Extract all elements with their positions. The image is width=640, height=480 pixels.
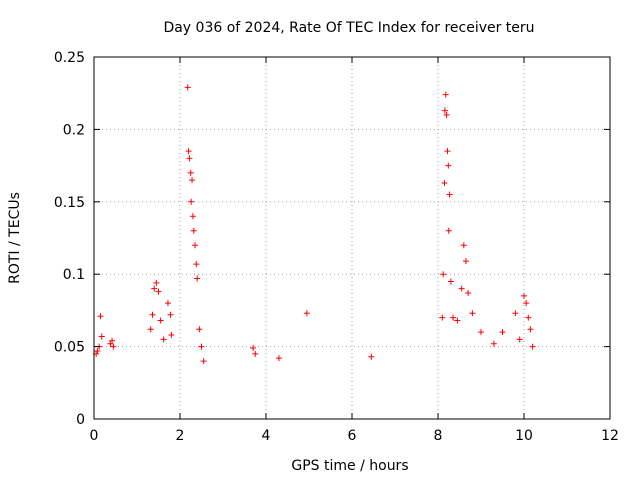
data-point xyxy=(303,310,310,317)
data-point xyxy=(525,314,532,321)
data-point xyxy=(187,169,194,176)
data-point xyxy=(97,313,104,320)
y-tick-label: 0.05 xyxy=(54,340,85,356)
x-axis-label: GPS time / hours xyxy=(291,458,408,474)
data-point xyxy=(465,290,472,297)
data-point xyxy=(109,337,116,344)
data-point xyxy=(516,336,523,343)
y-tick-label: 0.1 xyxy=(63,267,85,283)
data-point xyxy=(450,314,457,321)
data-point xyxy=(110,343,117,350)
data-point xyxy=(252,350,259,357)
grid xyxy=(94,57,610,419)
data-point xyxy=(190,227,197,234)
data-point xyxy=(527,326,534,333)
data-point xyxy=(194,275,201,282)
data-point xyxy=(442,91,449,98)
data-point xyxy=(444,148,451,155)
data-point xyxy=(147,326,154,333)
data-point xyxy=(168,332,175,339)
data-point xyxy=(521,292,527,299)
data-point xyxy=(192,242,199,249)
y-tick-label: 0.25 xyxy=(54,50,85,66)
data-point xyxy=(529,343,536,350)
data-point xyxy=(186,155,193,162)
data-point xyxy=(200,358,207,365)
data-point xyxy=(441,179,448,186)
x-tick-label: 4 xyxy=(262,428,271,444)
data-point xyxy=(478,329,484,336)
x-tick-label: 10 xyxy=(515,428,533,444)
data-point xyxy=(98,333,105,340)
data-point xyxy=(153,279,160,286)
data-point xyxy=(160,336,167,343)
data-point xyxy=(458,285,465,292)
data-point xyxy=(462,258,469,265)
data-point xyxy=(460,242,467,249)
data-point xyxy=(94,347,101,354)
data-point xyxy=(523,300,530,307)
x-tick-label: 0 xyxy=(90,428,99,444)
data-point xyxy=(445,162,452,169)
data-point xyxy=(445,227,452,234)
data-point xyxy=(149,311,156,318)
data-point xyxy=(196,326,203,333)
data-point xyxy=(250,345,257,352)
data-point xyxy=(454,317,461,324)
x-tick-label: 12 xyxy=(601,428,619,444)
data-point xyxy=(167,311,174,318)
data-point xyxy=(469,310,476,317)
data-point xyxy=(155,288,162,295)
data-point xyxy=(443,111,450,118)
y-axis-label: ROTI / TECUs xyxy=(7,192,23,284)
axis-ticks: 0 2 4 6 8 10 12 0 0.05 0.1 0.15 0.2 0.25 xyxy=(54,50,619,444)
data-point xyxy=(184,84,191,91)
data-point xyxy=(499,329,506,336)
data-point xyxy=(189,177,196,184)
data-point xyxy=(439,314,446,321)
data-point xyxy=(447,278,454,285)
data-point xyxy=(368,353,375,360)
y-tick-label: 0.15 xyxy=(54,195,85,211)
data-point xyxy=(441,107,448,114)
data-point xyxy=(157,317,164,324)
data-point xyxy=(193,261,200,268)
x-tick-label: 8 xyxy=(434,428,443,444)
data-point xyxy=(275,355,282,362)
data-point xyxy=(164,300,171,307)
data-point xyxy=(198,343,205,350)
data-point xyxy=(151,285,158,292)
data-point xyxy=(512,310,519,317)
data-point xyxy=(490,340,497,347)
data-point xyxy=(189,213,196,220)
data-point xyxy=(185,148,192,155)
data-point xyxy=(446,191,453,198)
data-point xyxy=(440,271,447,278)
y-tick-label: 0 xyxy=(76,412,85,428)
data-points xyxy=(93,84,536,365)
x-tick-label: 6 xyxy=(348,428,357,444)
data-point xyxy=(188,198,195,205)
chart-title: Day 036 of 2024, Rate Of TEC Index for r… xyxy=(163,20,534,36)
y-tick-label: 0.2 xyxy=(63,122,85,138)
x-tick-label: 2 xyxy=(176,428,185,444)
